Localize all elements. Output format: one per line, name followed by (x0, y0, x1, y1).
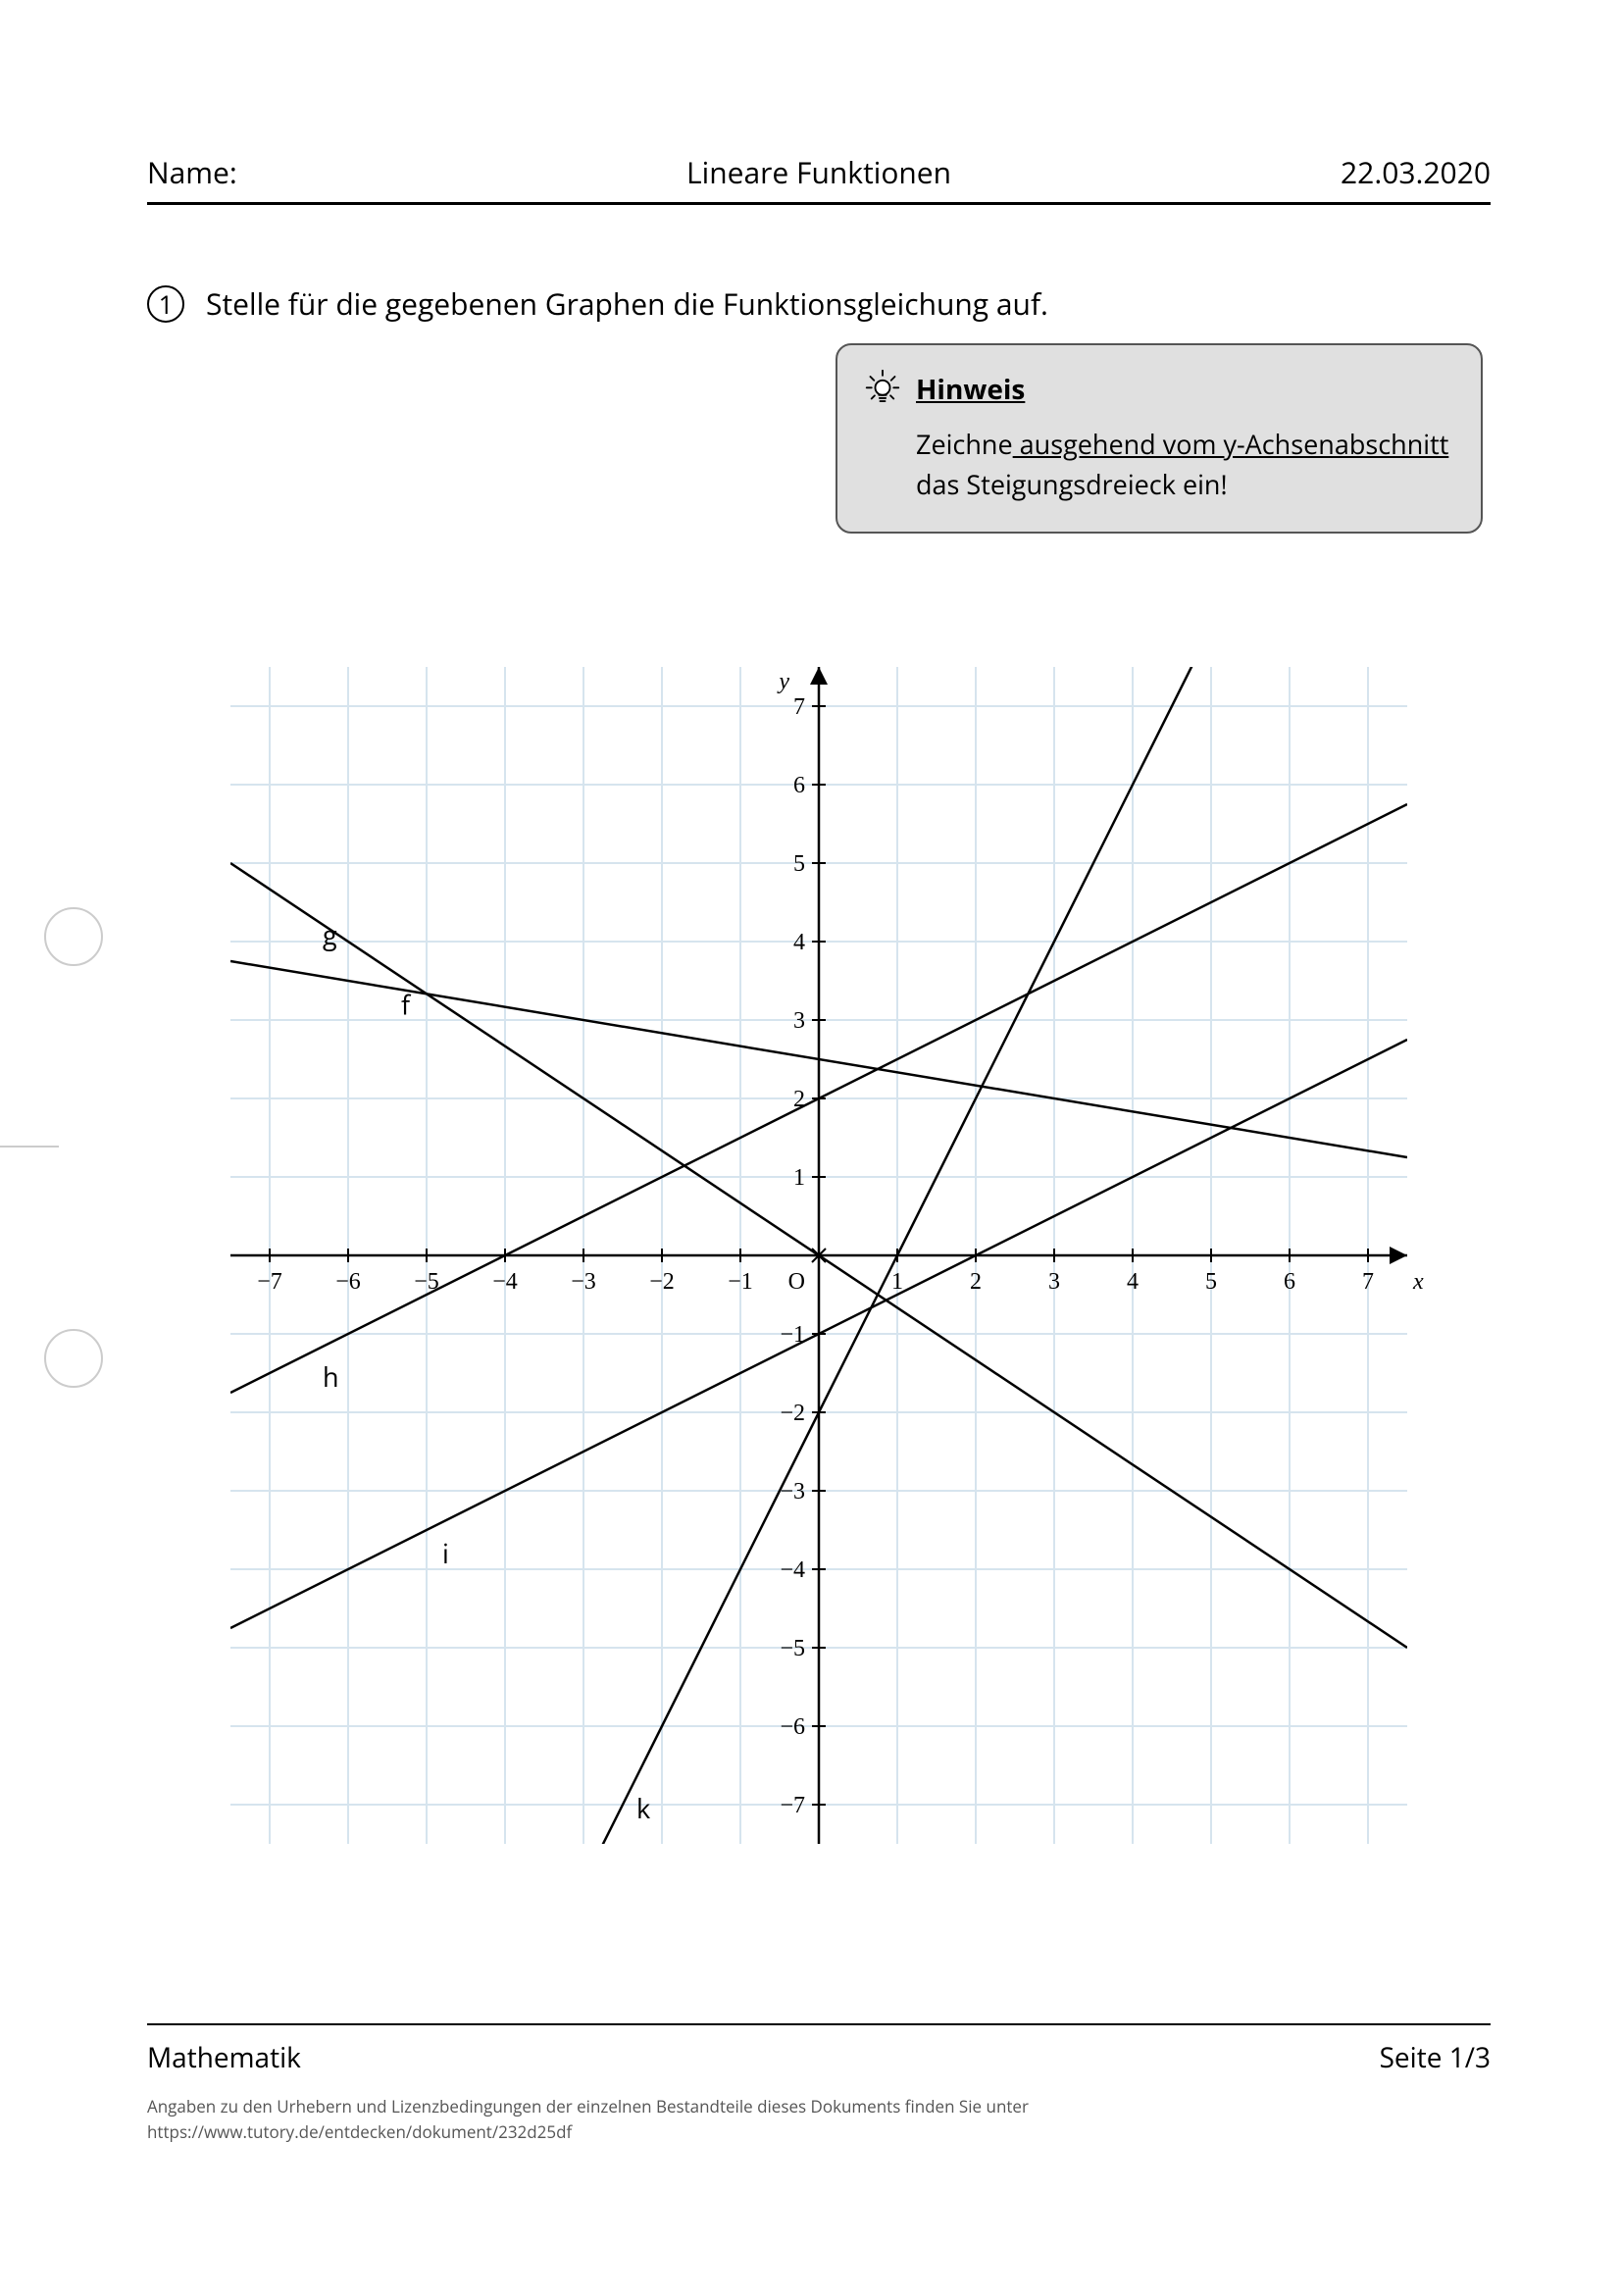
hint-box: Hinweis Zeichne ausgehend vom y-Achsenab… (836, 343, 1483, 534)
svg-text:−2: −2 (649, 1269, 675, 1295)
hint-title: Hinweis (916, 371, 1025, 408)
lightbulb-icon (863, 367, 902, 411)
svg-text:−1: −1 (728, 1269, 753, 1295)
svg-text:−4: −4 (780, 1557, 805, 1583)
task-text: Stelle für die gegebenen Graphen die Fun… (206, 283, 1048, 325)
svg-text:h: h (323, 1358, 339, 1395)
svg-text:−5: −5 (780, 1636, 805, 1661)
footer: Mathematik Seite 1/3 Angaben zu den Urhe… (147, 2023, 1491, 2144)
svg-text:5: 5 (793, 851, 805, 877)
svg-text:O: O (788, 1269, 805, 1295)
header-title: Lineare Funktionen (595, 152, 1043, 192)
fold-mark (0, 1146, 59, 1148)
punch-hole (44, 1329, 103, 1388)
svg-text:k: k (636, 1790, 650, 1826)
svg-text:2: 2 (970, 1269, 982, 1295)
svg-text:7: 7 (793, 694, 805, 720)
svg-text:−3: −3 (571, 1269, 596, 1295)
svg-text:3: 3 (793, 1008, 805, 1034)
svg-text:−7: −7 (780, 1793, 805, 1818)
svg-text:g: g (323, 916, 337, 952)
hint-pre: Zeichne (916, 426, 1013, 462)
punch-hole (44, 907, 103, 966)
hint-body: Zeichne ausgehend vom y-Achsenabschnitt … (863, 425, 1455, 504)
hint-header: Hinweis (863, 367, 1455, 411)
task-number: 1 (147, 285, 184, 323)
chart-svg: −7−6−5−4−3−2−11234567−7−6−5−4−3−2−112345… (147, 652, 1491, 1859)
hint-underlined: ausgehend vom y-Achsenabschnitt (1013, 426, 1449, 462)
header-date: 22.03.2020 (1042, 152, 1491, 192)
svg-text:1: 1 (793, 1165, 805, 1191)
header-name-label: Name: (147, 152, 595, 192)
footer-fine-2: https://www.tutory.de/entdecken/dokument… (147, 2119, 1491, 2145)
svg-text:−7: −7 (257, 1269, 282, 1295)
svg-text:5: 5 (1205, 1269, 1217, 1295)
hint-post: das Steigungsdreieck ein! (916, 466, 1228, 502)
svg-text:6: 6 (793, 773, 805, 798)
footer-subject: Mathematik (147, 2039, 301, 2076)
footer-line: Mathematik Seite 1/3 (147, 2023, 1491, 2076)
svg-text:x: x (1412, 1269, 1424, 1295)
svg-text:3: 3 (1048, 1269, 1060, 1295)
footer-page: Seite 1/3 (1380, 2039, 1491, 2076)
header: Name: Lineare Funktionen 22.03.2020 (147, 152, 1491, 205)
page-content: Name: Lineare Funktionen 22.03.2020 1 St… (147, 152, 1491, 325)
svg-text:6: 6 (1284, 1269, 1295, 1295)
svg-text:4: 4 (793, 930, 805, 955)
svg-text:−6: −6 (335, 1269, 361, 1295)
svg-text:−2: −2 (780, 1401, 805, 1426)
footer-fine-1: Angaben zu den Urhebern und Lizenzbeding… (147, 2094, 1491, 2119)
coordinate-chart: −7−6−5−4−3−2−11234567−7−6−5−4−3−2−112345… (147, 652, 1491, 1859)
task-block: 1 Stelle für die gegebenen Graphen die F… (147, 283, 1491, 325)
footer-fineprint: Angaben zu den Urhebern und Lizenzbeding… (147, 2094, 1491, 2144)
svg-text:i: i (442, 1535, 449, 1571)
svg-text:7: 7 (1362, 1269, 1374, 1295)
svg-text:1: 1 (891, 1269, 903, 1295)
svg-text:−4: −4 (492, 1269, 518, 1295)
svg-text:−6: −6 (780, 1714, 805, 1740)
svg-text:4: 4 (1127, 1269, 1139, 1295)
svg-text:y: y (777, 669, 789, 694)
